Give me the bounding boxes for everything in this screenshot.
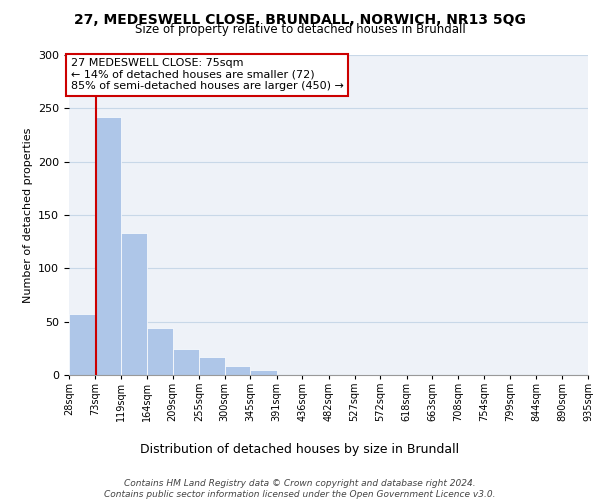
Text: Distribution of detached houses by size in Brundall: Distribution of detached houses by size … [140,442,460,456]
Bar [199,357,224,375]
Text: Contains HM Land Registry data © Crown copyright and database right 2024.: Contains HM Land Registry data © Crown c… [124,479,476,488]
Bar [250,370,277,375]
Y-axis label: Number of detached properties: Number of detached properties [23,128,32,302]
Text: 27 MEDESWELL CLOSE: 75sqm
← 14% of detached houses are smaller (72)
85% of semi-: 27 MEDESWELL CLOSE: 75sqm ← 14% of detac… [71,58,344,92]
Bar [147,328,173,375]
Bar [173,350,199,375]
Text: Contains public sector information licensed under the Open Government Licence v3: Contains public sector information licen… [104,490,496,499]
Text: Size of property relative to detached houses in Brundall: Size of property relative to detached ho… [134,22,466,36]
Bar [95,117,121,375]
Bar [69,314,95,375]
Bar [224,366,250,375]
Bar [355,374,380,375]
Text: 27, MEDESWELL CLOSE, BRUNDALL, NORWICH, NR13 5QG: 27, MEDESWELL CLOSE, BRUNDALL, NORWICH, … [74,12,526,26]
Bar [121,233,147,375]
